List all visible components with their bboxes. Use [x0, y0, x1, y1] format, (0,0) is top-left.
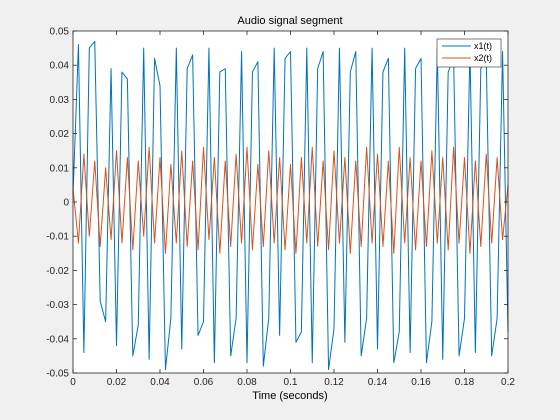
y-tick-label: -0.03: [46, 300, 69, 311]
x-tick-label: 0.18: [455, 377, 475, 388]
series-layer: [72, 40, 509, 371]
y-axis: -0.05 -0.04 -0.03 -0.02 -0.01 0 0.01 0.02 0.03 0.…: [46, 27, 508, 380]
legend-label-x2: x2(t): [474, 53, 492, 63]
legend-label-x1: x1(t): [474, 41, 492, 51]
legend: x1(t) x2(t): [436, 38, 502, 68]
y-tick-label: -0.04: [46, 334, 69, 345]
y-tick-label: 0.03: [50, 95, 70, 106]
x-tick-label: 0.06: [194, 377, 214, 388]
y-tick-label: 0.04: [50, 61, 70, 72]
y-tick-label: -0.01: [46, 232, 69, 243]
x-tick-label: 0.08: [237, 377, 257, 388]
x-tick-label: 0.2: [501, 377, 515, 388]
y-tick-label: 0: [63, 198, 69, 209]
y-tick-label: 0.02: [50, 129, 70, 140]
x-tick-label: 0.14: [368, 377, 388, 388]
x-tick-label: 0: [70, 377, 76, 388]
legend-box: [436, 38, 502, 68]
y-tick-label: -0.05: [46, 369, 69, 380]
x-axis: 0 0.02 0.04 0.06 0.08 0.1 0.12 0.14 0.16 0.18 0.2: [70, 31, 515, 388]
series-line-1: [72, 40, 509, 371]
x-tick-label: 0.02: [107, 377, 127, 388]
y-tick-label: 0.05: [50, 27, 70, 38]
x-tick-label: 0.12: [324, 377, 344, 388]
chart-title: Audio signal segment: [237, 15, 342, 27]
x-tick-label: 0.1: [284, 377, 298, 388]
y-tick-label: 0.01: [50, 163, 70, 174]
x-tick-label: 0.04: [150, 377, 170, 388]
x-tick-label: 0.16: [411, 377, 431, 388]
x-axis-title: Time (seconds): [252, 390, 327, 402]
series-line-2: [72, 146, 509, 254]
y-tick-label: -0.02: [46, 266, 69, 277]
